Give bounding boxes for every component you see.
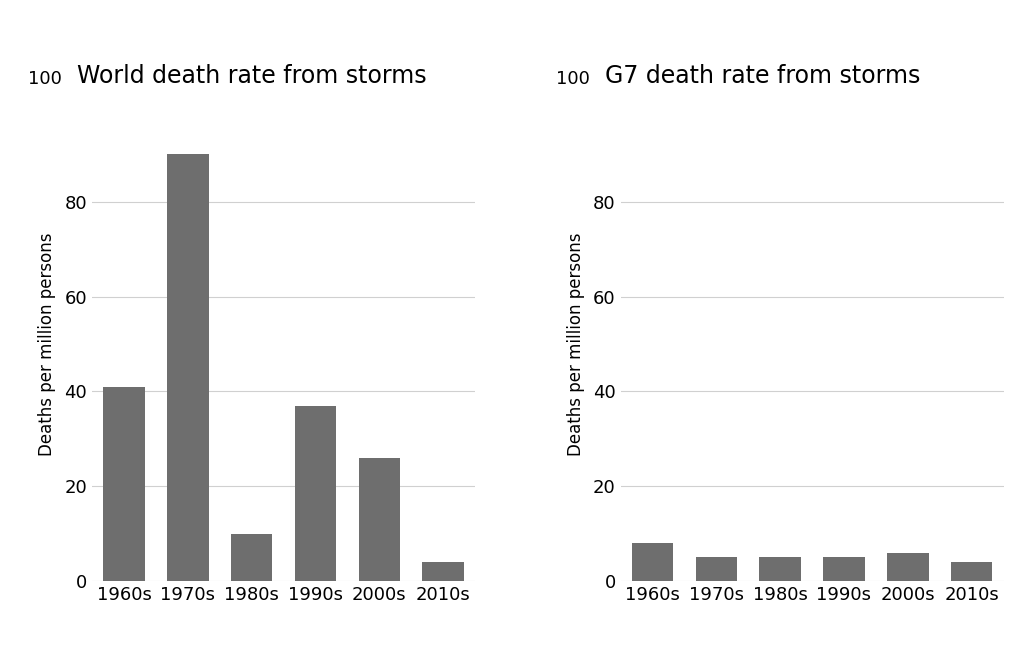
Bar	[295, 405, 336, 581]
Bar	[632, 543, 673, 581]
Bar	[167, 154, 209, 581]
Bar	[760, 557, 801, 581]
Bar	[823, 557, 864, 581]
Bar	[951, 562, 992, 581]
Bar	[103, 387, 144, 581]
Bar	[423, 562, 464, 581]
Text: G7 death rate from storms: G7 death rate from storms	[605, 64, 921, 88]
Y-axis label: Deaths per million persons: Deaths per million persons	[566, 232, 585, 456]
Bar	[231, 534, 272, 581]
Bar	[695, 557, 737, 581]
Text: 100: 100	[556, 70, 590, 88]
Text: 100: 100	[28, 70, 61, 88]
Bar	[887, 552, 929, 581]
Y-axis label: Deaths per million persons: Deaths per million persons	[38, 232, 56, 456]
Bar	[358, 458, 400, 581]
Text: World death rate from storms: World death rate from storms	[77, 64, 426, 88]
